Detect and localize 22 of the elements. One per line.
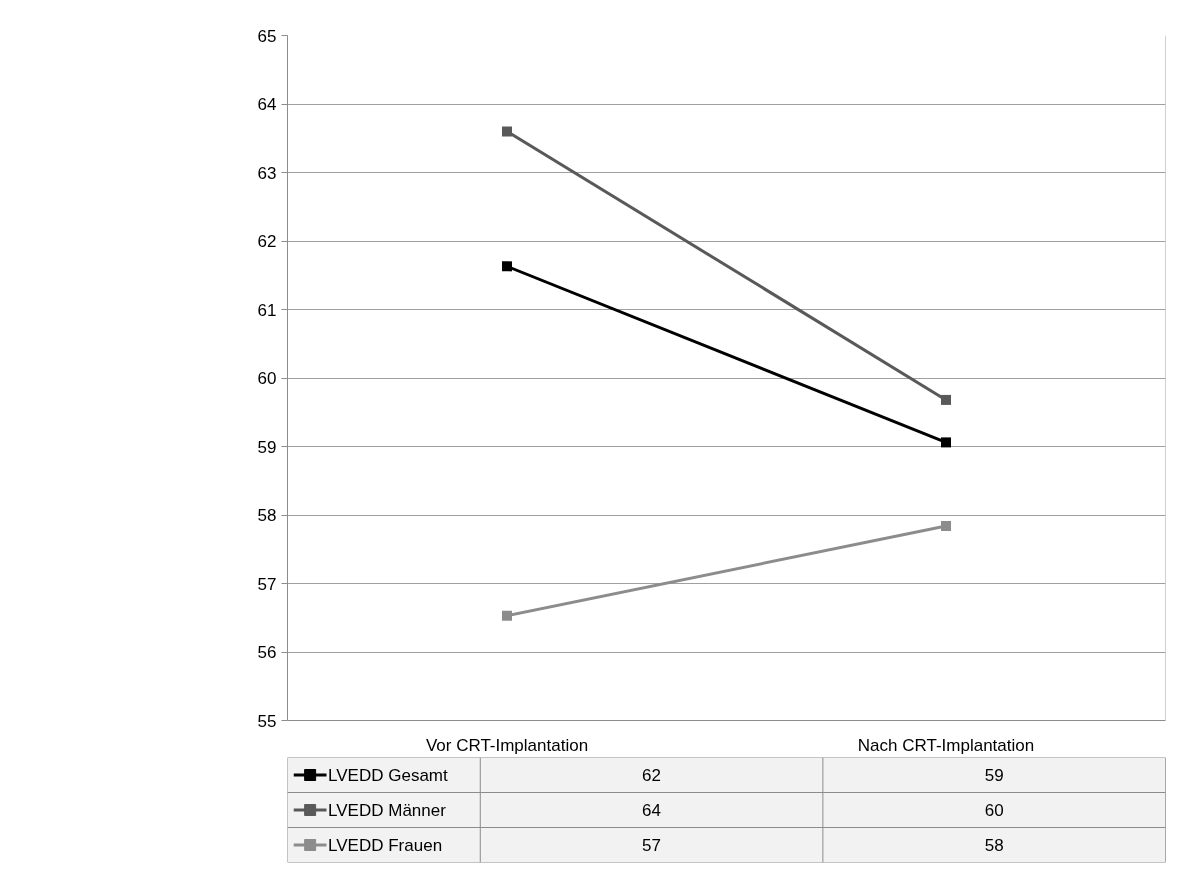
- y-tick-label: 55: [257, 711, 277, 731]
- y-tick-label: 61: [257, 300, 277, 320]
- y-tick-label: 62: [257, 232, 277, 251]
- y-tick-label: 56: [257, 643, 277, 662]
- data-label: 59: [984, 766, 1004, 785]
- data-label: 57: [642, 836, 662, 855]
- y-tick-label: 65: [257, 26, 277, 46]
- data-label: 62: [642, 766, 662, 785]
- data-label: 60: [984, 801, 1004, 820]
- y-tick-label: 60: [257, 369, 277, 388]
- legend-label: LVEDD Frauen: [328, 835, 443, 855]
- y-tick-label: 57: [257, 574, 277, 594]
- y-tick-label: 63: [257, 163, 277, 183]
- y-tick-label: 59: [257, 437, 277, 457]
- y-tick-label: 64: [257, 95, 277, 114]
- legend-label: LVEDD Männer: [328, 800, 447, 820]
- x-tick-label: Vor CRT-Implantation: [425, 735, 589, 755]
- data-label: 58: [984, 836, 1004, 855]
- legend-label: LVEDD Gesamt: [328, 765, 449, 785]
- x-tick-label: Nach CRT-Implantation: [857, 735, 1035, 755]
- data-label: 64: [642, 801, 662, 820]
- y-tick-label: 58: [257, 506, 277, 525]
